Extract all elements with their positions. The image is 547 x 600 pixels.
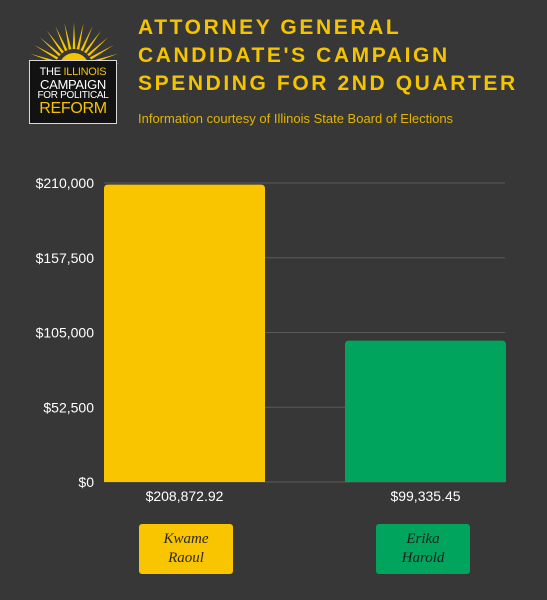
logo-line-4: REFORM xyxy=(39,100,107,117)
bar xyxy=(104,184,265,483)
sun-ray xyxy=(89,45,114,60)
logo-line-3: FOR POLITICAL xyxy=(37,90,109,101)
title-line-3: SPENDING FOR 2ND QUARTER xyxy=(138,72,518,95)
y-tick-label: $157,500 xyxy=(36,250,95,266)
candidate-label-kwame: Kwame Raoul xyxy=(139,524,233,574)
sun-ray xyxy=(80,25,93,52)
sun-ray xyxy=(76,23,84,50)
candidate-label-erika: Erika Harold xyxy=(376,524,470,574)
logo-line-2: CAMPAIGN xyxy=(40,77,106,92)
bar xyxy=(345,340,506,482)
sun-ray xyxy=(46,30,64,54)
bar-value-label: $208,872.92 xyxy=(146,488,224,504)
sun-ray xyxy=(39,37,61,57)
y-tick-label: $210,000 xyxy=(36,175,95,191)
sun-ray xyxy=(34,45,59,60)
logo-line-1: THE ILLINOIS xyxy=(39,66,107,78)
page-title: ATTORNEY GENERAL CANDIDATE'S CAMPAIGN SP… xyxy=(138,14,538,98)
sun-ray xyxy=(64,23,72,50)
sun-ray xyxy=(87,37,109,57)
y-tick-label: $0 xyxy=(78,474,94,490)
y-tick-label: $52,500 xyxy=(43,399,94,415)
sun-ray xyxy=(72,22,76,50)
sun-ray xyxy=(84,30,102,54)
title-line-1: ATTORNEY GENERAL xyxy=(138,16,402,39)
bar-value-label: $99,335.45 xyxy=(390,488,460,504)
subtitle: Information courtesy of Illinois State B… xyxy=(138,111,454,126)
logo: THE ILLINOIS CAMPAIGN FOR POLITICAL REFO… xyxy=(28,18,120,126)
sun-ray xyxy=(55,25,68,52)
logo-text-box: THE ILLINOIS CAMPAIGN FOR POLITICAL REFO… xyxy=(29,60,117,124)
y-tick-label: $105,000 xyxy=(36,325,95,341)
title-line-2: CANDIDATE'S CAMPAIGN xyxy=(138,44,450,67)
